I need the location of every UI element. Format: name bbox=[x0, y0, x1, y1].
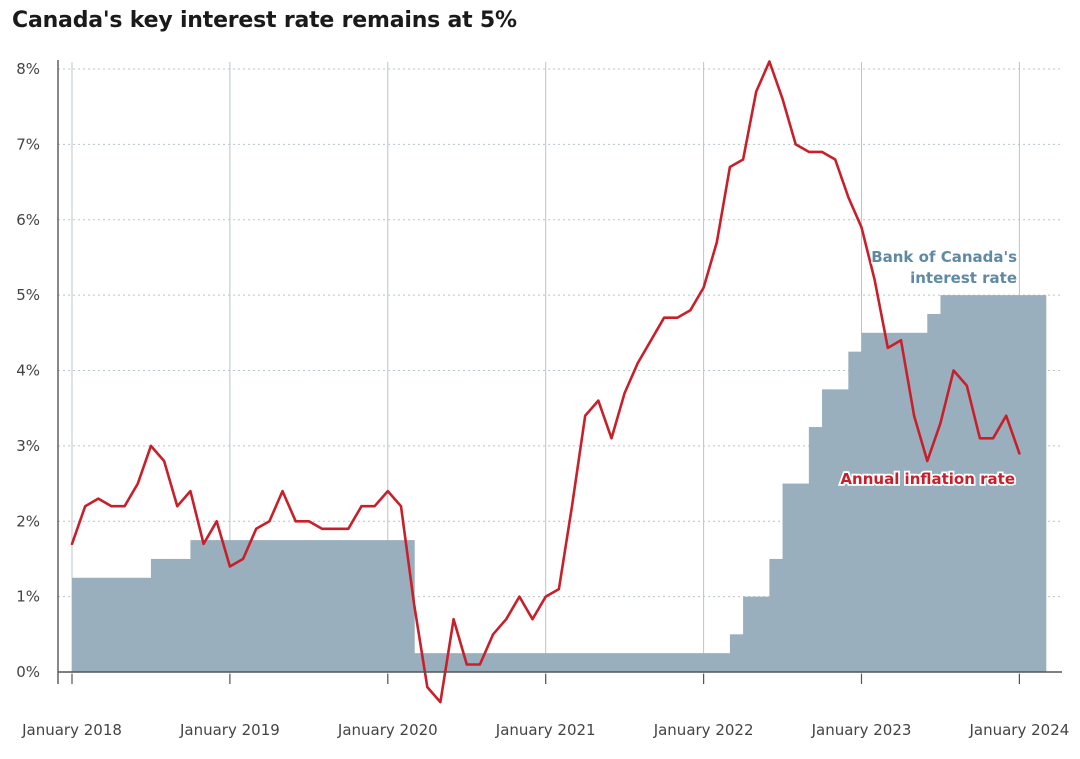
y-tick-label: 6% bbox=[16, 211, 40, 229]
x-tick-label: January 2023 bbox=[811, 721, 912, 739]
inflation-line-layer bbox=[70, 60, 1021, 704]
y-tick-label: 0% bbox=[16, 663, 40, 681]
chart-title: Canada's key interest rate remains at 5% bbox=[12, 8, 517, 33]
x-tick-label: January 2024 bbox=[968, 721, 1069, 739]
rate-step-bar bbox=[782, 483, 810, 672]
y-tick-label: 3% bbox=[16, 437, 40, 455]
x-tick-label: January 2022 bbox=[653, 721, 754, 739]
rate-annotation-label: interest rate bbox=[910, 269, 1017, 287]
rate-step-bar bbox=[822, 389, 849, 672]
rate-step-bar bbox=[848, 351, 863, 672]
rate-step-bar bbox=[190, 540, 415, 672]
labels-layer: 0% 1% 2% 3% 4% 5% 6% 7% 8% January 2018 January 20… bbox=[16, 60, 1069, 739]
rate-step-bar bbox=[940, 295, 1047, 672]
y-tick-label: 8% bbox=[16, 60, 40, 78]
rate-annotation-label: Bank of Canada's bbox=[871, 248, 1017, 266]
rate-step-bar bbox=[808, 427, 823, 672]
y-tick-label: 1% bbox=[16, 588, 40, 606]
axes-layer bbox=[57, 60, 1062, 684]
rate-step-bar bbox=[414, 653, 731, 672]
rate-area-layer bbox=[72, 295, 1047, 672]
y-tick-label: 7% bbox=[16, 135, 40, 153]
x-tick-label: January 2021 bbox=[495, 721, 596, 739]
y-tick-label: 4% bbox=[16, 362, 40, 380]
inflation-annotation-label: Annual inflation rate bbox=[840, 470, 1015, 488]
x-tick-label: January 2020 bbox=[337, 721, 438, 739]
x-tick-label: January 2019 bbox=[179, 721, 280, 739]
rate-step-bar bbox=[927, 313, 942, 672]
rate-step-bar bbox=[743, 596, 770, 672]
inflation-line bbox=[70, 60, 1021, 704]
y-tick-label: 2% bbox=[16, 512, 40, 530]
y-tick-label: 5% bbox=[16, 286, 40, 304]
rate-step-bar bbox=[861, 332, 928, 672]
rate-step-bar bbox=[729, 634, 744, 672]
x-tick-label: January 2018 bbox=[21, 721, 122, 739]
rate-step-bar bbox=[72, 577, 152, 672]
rate-step-bar bbox=[150, 558, 192, 672]
rate-step-bar bbox=[769, 558, 784, 672]
